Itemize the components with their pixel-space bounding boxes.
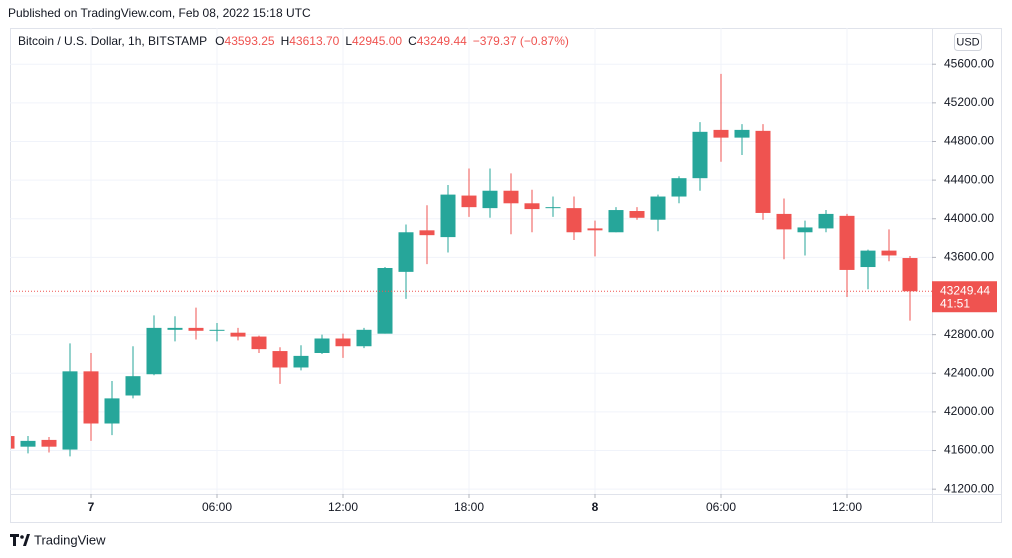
candle-body	[104, 398, 120, 424]
candle-body	[83, 371, 99, 424]
candle-body	[650, 196, 666, 220]
candles	[11, 73, 918, 457]
y-tick-label: 42800.00	[944, 327, 994, 341]
candle-body	[251, 336, 267, 350]
y-tick-label: 43600.00	[944, 250, 994, 264]
y-tick-label: 41600.00	[944, 443, 994, 457]
y-tick-label: 42400.00	[944, 365, 994, 379]
price-change: −379.37 (−0.87%)	[473, 34, 569, 48]
ohlc-letter: H	[281, 34, 290, 48]
brand-name: TradingView	[34, 532, 106, 547]
candle-body	[62, 371, 78, 450]
candle-body	[440, 194, 456, 238]
y-tick-label: 44000.00	[944, 211, 994, 225]
y-tick-label: 44400.00	[944, 172, 994, 186]
grid	[10, 28, 932, 494]
candle-body	[797, 227, 813, 233]
candle-body	[461, 195, 477, 208]
ohlc-value: 42945.00	[352, 34, 402, 48]
ohlc-letter: O	[215, 34, 224, 48]
candle-body	[209, 329, 225, 331]
currency-label[interactable]: USD	[956, 36, 979, 48]
candle-body	[419, 230, 435, 236]
x-tick-label: 18:00	[454, 500, 484, 514]
candle-body	[608, 210, 624, 233]
published-note: Published on TradingView.com, Feb 08, 20…	[8, 6, 311, 20]
candle-body	[902, 258, 918, 292]
last-price-label: 43249.44	[940, 283, 990, 297]
y-tick-label: 44800.00	[944, 134, 994, 148]
candle-body	[335, 338, 351, 347]
candle-body	[734, 129, 750, 138]
candle-body	[356, 329, 372, 347]
candle-body	[314, 338, 330, 353]
candle-body	[377, 268, 393, 334]
candle-body	[818, 213, 834, 229]
candle-body	[272, 351, 288, 368]
candle-body	[692, 131, 708, 179]
chart-frame	[10, 28, 1002, 523]
symbol-title: Bitcoin / U.S. Dollar, 1h, BITSTAMP	[18, 34, 207, 48]
candle-body	[839, 215, 855, 270]
y-tick-label: 42000.00	[944, 404, 994, 418]
candle-body	[755, 130, 771, 213]
candle-body	[230, 332, 246, 337]
candle-body	[713, 129, 729, 138]
y-tick-label: 45200.00	[944, 95, 994, 109]
currency-button[interactable]	[954, 33, 982, 51]
candle-body	[188, 327, 204, 331]
x-tick-label: 7	[88, 500, 95, 514]
candle-body	[503, 190, 519, 204]
x-tick-label: 12:00	[832, 500, 862, 514]
ohlc-value: 43613.70	[289, 34, 339, 48]
x-tick-label: 8	[592, 500, 599, 514]
candle-body	[41, 439, 57, 447]
legend-header: Bitcoin / U.S. Dollar, 1h, BITSTAMP O4359…	[18, 34, 569, 48]
candle-body	[671, 178, 687, 197]
ohlc-value: 43593.25	[225, 34, 275, 48]
ohlc-letter: L	[345, 34, 352, 48]
candle-body	[587, 228, 603, 231]
candle-body	[776, 213, 792, 230]
candle-body	[11, 436, 15, 449]
brand-logo	[10, 534, 30, 546]
candle-body	[524, 203, 540, 210]
candle-body	[881, 250, 897, 256]
ohlc-letter: C	[408, 34, 417, 48]
y-tick-label: 45600.00	[944, 56, 994, 70]
candle-body	[482, 190, 498, 209]
candle-body	[167, 327, 183, 330]
x-tick-label: 12:00	[328, 500, 358, 514]
candle-body	[125, 376, 141, 396]
last-price-box	[932, 281, 997, 313]
candle-body	[860, 250, 876, 268]
candle-body	[545, 207, 561, 209]
candle-body	[629, 211, 645, 218]
candle-body	[146, 327, 162, 375]
ohlc-value: 43249.44	[417, 34, 467, 48]
y-tick-label: 41200.00	[944, 481, 994, 495]
candle-body	[398, 232, 414, 272]
candle-body	[566, 208, 582, 233]
candle-body	[20, 440, 36, 447]
x-tick-label: 06:00	[706, 500, 736, 514]
candle-body	[293, 355, 309, 368]
countdown-label: 41:51	[940, 296, 970, 310]
x-tick-label: 06:00	[202, 500, 232, 514]
